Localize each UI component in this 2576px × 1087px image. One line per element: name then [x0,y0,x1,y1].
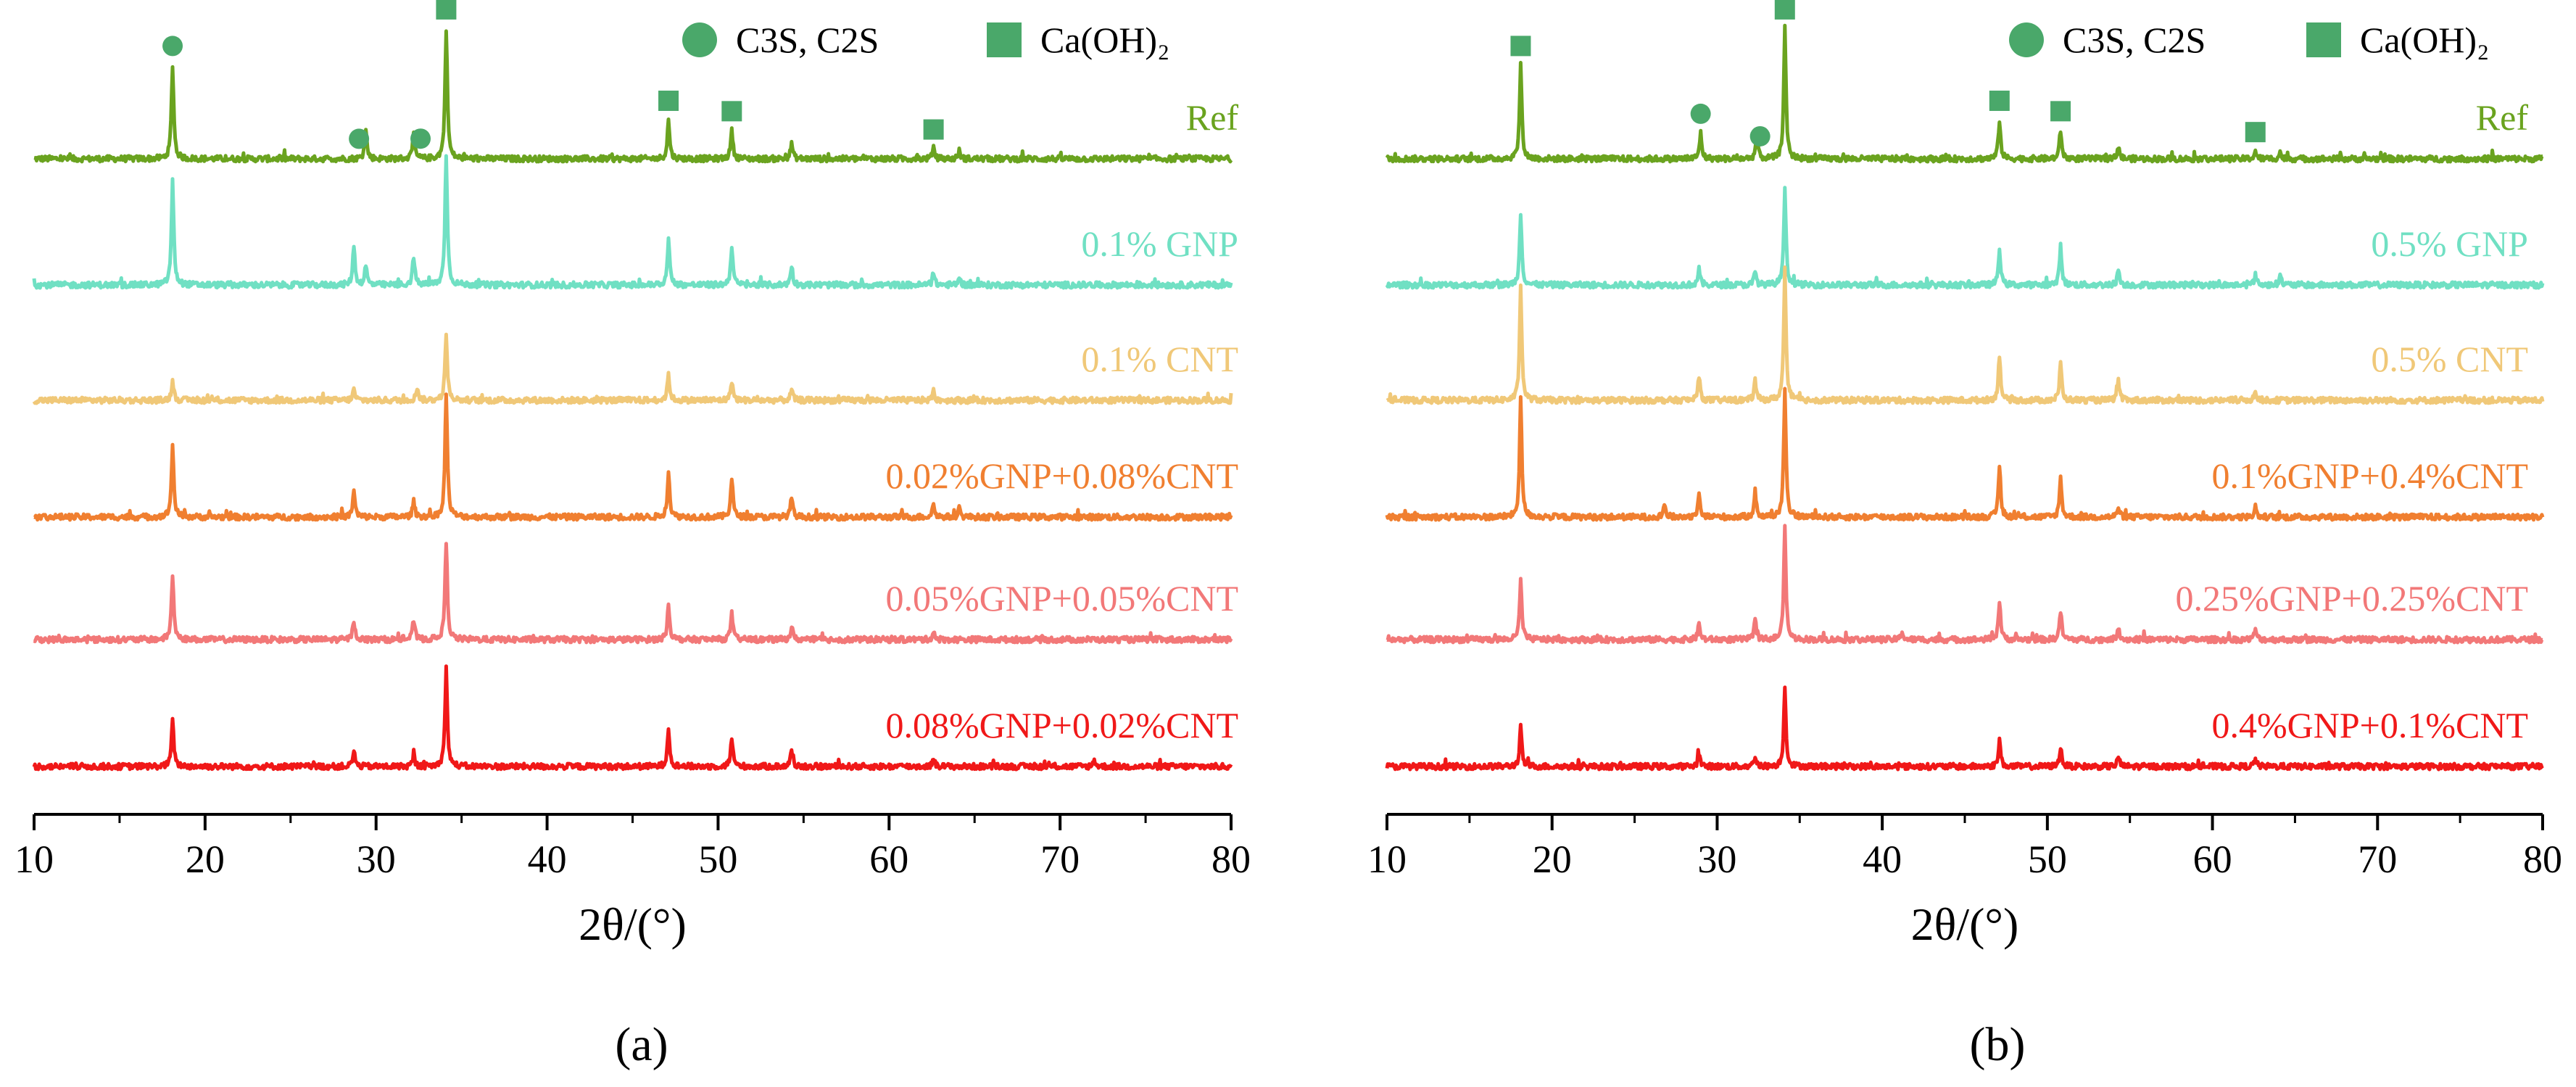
legend-circle-icon [682,22,717,57]
phase-marker-circle [162,36,183,57]
xrd-trace-b-4 [1386,524,2544,645]
series-label: 0.25%GNP+0.25%CNT [2175,578,2528,619]
xrd-trace-a-2 [32,332,1233,405]
xrd-trace-a-3 [33,392,1233,522]
x-tick-label: 10 [15,838,54,881]
phase-marker-square [923,119,944,140]
series-label: 0.05%GNP+0.05%CNT [885,578,1238,619]
series-label: 0.1%GNP+0.4%CNT [2211,455,2528,496]
panel-a-chart: Ref 0.1% GNP 0.1% CNT 0.02%GNP+0.08%CNT 0.05… [15,0,1251,950]
phase-marker-square [2245,122,2266,143]
phase-marker-square [658,90,679,111]
legend-label: Ca(OH)₂ [1040,20,1170,60]
xrd-trace-a-5 [32,664,1233,772]
x-tick-label: 70 [2358,838,2397,881]
x-tick-label: 40 [528,838,567,881]
x-tick-label: 40 [1863,838,1902,881]
x-tick-label: 10 [1367,838,1407,881]
panel-b-caption: (b) [1970,1018,2026,1071]
x-tick-label: 50 [698,838,737,881]
x-tick-label: 20 [1533,838,1572,881]
phase-marker-square [1774,0,1795,20]
x-tick-label: 80 [1212,838,1251,881]
x-tick-label: 60 [869,838,908,881]
phase-marker-square [1989,90,2010,111]
phase-marker-circle [349,128,370,149]
series-label: 0.1% CNT [1081,339,1238,379]
legend-label: C3S, C2S [736,20,879,60]
xrd-trace-b-0 [1385,23,2544,164]
legend-label: Ca(OH)₂ [2360,20,2490,60]
xrd-trace-b-3 [1385,387,2545,522]
legend-square-icon [2306,22,2341,57]
x-tick-label: 50 [2028,838,2067,881]
phase-marker-circle [1690,103,1711,124]
series-label: 0.4%GNP+0.1%CNT [2211,705,2528,745]
phase-marker-circle [410,128,431,149]
x-axis-label: 2θ/(°) [579,898,687,950]
phase-marker-square [721,101,742,122]
legend-square-icon [987,22,1022,57]
xrd-trace-a-1 [32,154,1233,290]
series-label: 0.08%GNP+0.02%CNT [885,705,1238,745]
phase-marker-circle [1749,125,1771,146]
panel-a-caption: (a) [615,1018,668,1071]
x-tick-label: 70 [1040,838,1080,881]
phase-marker-square [436,0,457,20]
xrd-trace-a-0 [33,29,1233,164]
series-label: 0.5% CNT [2371,339,2528,379]
series-label: Ref [2476,97,2529,138]
xrd-trace-b-1 [1385,186,2545,290]
xrd-trace-a-4 [33,542,1233,645]
xrd-trace-b-5 [1385,685,2544,772]
series-label: Ref [1186,97,1239,138]
phase-marker-square [1510,36,1531,57]
x-tick-label: 20 [186,838,225,881]
x-tick-label: 60 [2193,838,2232,881]
xrd-trace-b-2 [1386,265,2545,405]
x-tick-label: 30 [357,838,396,881]
legend-label: C3S, C2S [2063,20,2206,60]
series-label: 0.5% GNP [2371,223,2528,264]
x-tick-label: 80 [2523,838,2562,881]
x-axis-label: 2θ/(°) [1911,898,2019,950]
phase-marker-square [2050,101,2071,122]
x-tick-label: 30 [1697,838,1736,881]
panel-b-chart: Ref 0.5% GNP 0.5% CNT 0.1%GNP+0.4%CNT 0.25%G… [1367,0,2562,950]
legend-circle-icon [2009,22,2044,57]
series-label: 0.02%GNP+0.08%CNT [885,455,1238,496]
series-label: 0.1% GNP [1081,223,1238,264]
